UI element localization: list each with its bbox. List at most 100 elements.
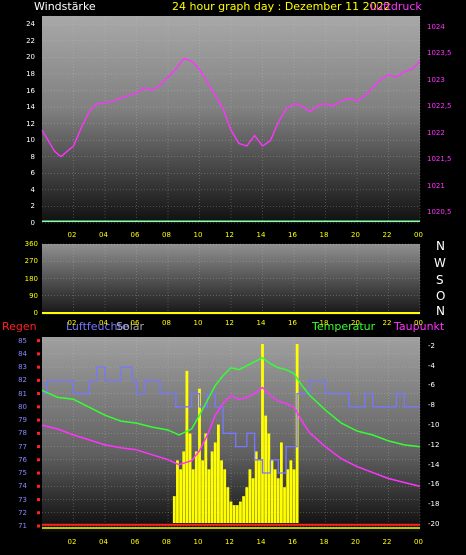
wind-pressure-x-tick: 16 (288, 231, 297, 239)
humidity-y-tick: 78 (18, 429, 27, 438)
rain-tick-marker (37, 378, 40, 382)
climate-x-tick: 12 (225, 538, 234, 546)
wind-pressure-x-tick: 04 (99, 231, 108, 239)
solar-bar (176, 460, 179, 523)
wind-pressure-x-tick: 00 (414, 231, 423, 239)
wind-pressure-x-tick: 20 (351, 231, 360, 239)
wind-pressure-x-tick: 06 (130, 231, 140, 239)
solar-bar (239, 501, 242, 523)
wind-y-tick: 0 (30, 219, 35, 227)
rain-tick-marker (37, 524, 40, 528)
pressure-y-tick: 1022 (427, 128, 445, 137)
wind-dir-o: O (436, 289, 446, 303)
temperature-y-tick: -8 (428, 401, 435, 410)
solar-bar (226, 487, 230, 523)
direction-y-tick: 180 (24, 274, 38, 283)
climate-x-tick: 20 (351, 538, 360, 546)
humidity-y-tick: 73 (18, 495, 27, 504)
solar-bar (172, 496, 176, 523)
rain-tick-marker (37, 405, 40, 409)
wind-pressure-x-tick: 14 (256, 231, 266, 239)
wind-dir-s: S (436, 273, 444, 287)
rain-tick-marker (37, 339, 40, 343)
rain-tick-marker (37, 431, 40, 435)
solar-bar (280, 442, 283, 523)
wind-pressure-plot-area (42, 16, 420, 223)
temperature-y-tick: -14 (428, 460, 440, 469)
humidity-y-tick: 80 (18, 402, 27, 411)
solar-bar (179, 469, 182, 523)
temperature-y-tick: -18 (428, 500, 440, 509)
wind-direction-x-tick: 08 (162, 319, 171, 327)
solar-bar (198, 388, 201, 523)
temperature-y-tick: -20 (428, 520, 440, 529)
wind-direction-x-tick: 22 (382, 319, 392, 327)
humidity-y-tick: 72 (18, 508, 27, 517)
climate-x-tick: 06 (130, 538, 140, 546)
climate-x-tick: 22 (382, 538, 392, 546)
wind-pressure-x-tick: 08 (162, 231, 171, 239)
solar-bar (289, 460, 293, 523)
wind-direction-plot-area (42, 244, 420, 315)
wind-pressure-x-tick: 02 (67, 231, 77, 239)
humidity-y-tick: 74 (18, 482, 27, 491)
wind-y-tick: 20 (26, 53, 35, 62)
solar-bar (251, 478, 255, 523)
pressure-y-tick: 1023,5 (427, 49, 452, 58)
solar-bar (261, 344, 264, 523)
humidity-y-tick: 84 (18, 349, 27, 358)
pressure-y-tick: 1024 (427, 22, 445, 31)
solar-bar (254, 451, 258, 523)
solar-bar (286, 469, 290, 523)
pressure-y-tick: 1023 (427, 75, 445, 84)
solar-bar (217, 424, 220, 523)
solar-bar (267, 433, 271, 523)
wind-y-tick: 2 (30, 202, 35, 211)
direction-y-tick: 360 (24, 240, 38, 248)
wind-direction-x-tick: 10 (193, 319, 203, 327)
pressure-series-line (41, 57, 421, 158)
solar-bar (210, 451, 214, 523)
temperature-y-tick: -16 (428, 480, 440, 489)
temperature-y-tick: -4 (428, 361, 435, 370)
wind-direction-x-tick: 18 (319, 319, 329, 327)
climate-x-tick: 10 (193, 538, 203, 546)
wind-dir-n-top: N (436, 239, 445, 253)
solar-bar (204, 433, 208, 523)
wind-y-tick: 6 (30, 169, 35, 178)
solar-bar (194, 451, 198, 523)
climate-x-tick: 02 (67, 538, 77, 546)
temperature-y-tick: -2 (428, 341, 435, 350)
temperature-series-line (41, 357, 421, 448)
direction-y-tick: 90 (29, 291, 38, 300)
solar-bar (292, 469, 296, 523)
solar-bar (235, 505, 239, 523)
wind-direction-x-tick: 04 (99, 319, 108, 327)
rain-tick-marker (37, 352, 40, 356)
pressure-axis-label: Luftdruck (370, 0, 422, 13)
pressure-y-tick: 1021 (427, 181, 445, 190)
humidity-y-tick: 75 (18, 469, 27, 478)
direction-y-tick: 270 (24, 257, 38, 266)
solar-bar (201, 460, 205, 523)
legend-temperatur: Temperatur (312, 320, 376, 333)
dewpoint-series-line (41, 386, 421, 488)
wind-y-tick: 4 (30, 185, 35, 194)
wind-direction-x-tick: 20 (351, 319, 360, 327)
solar-bar (245, 487, 249, 523)
solar-bar (248, 469, 252, 523)
humidity-y-tick: 82 (18, 376, 27, 385)
humidity-series-line (42, 366, 420, 474)
solar-bar (264, 415, 268, 523)
rain-tick-marker (37, 471, 40, 475)
solar-bar (257, 460, 261, 523)
wind-pressure-x-tick: 22 (382, 231, 392, 239)
solar-bar (276, 478, 280, 523)
wind-y-tick: 10 (26, 136, 35, 145)
wind-direction-x-tick: 14 (256, 319, 266, 327)
pressure-y-tick: 1020,5 (427, 208, 452, 217)
legend-solar: Solar (116, 320, 145, 333)
solar-bar (223, 469, 227, 523)
rain-tick-marker (37, 511, 40, 515)
wind-y-tick: 22 (26, 36, 35, 45)
